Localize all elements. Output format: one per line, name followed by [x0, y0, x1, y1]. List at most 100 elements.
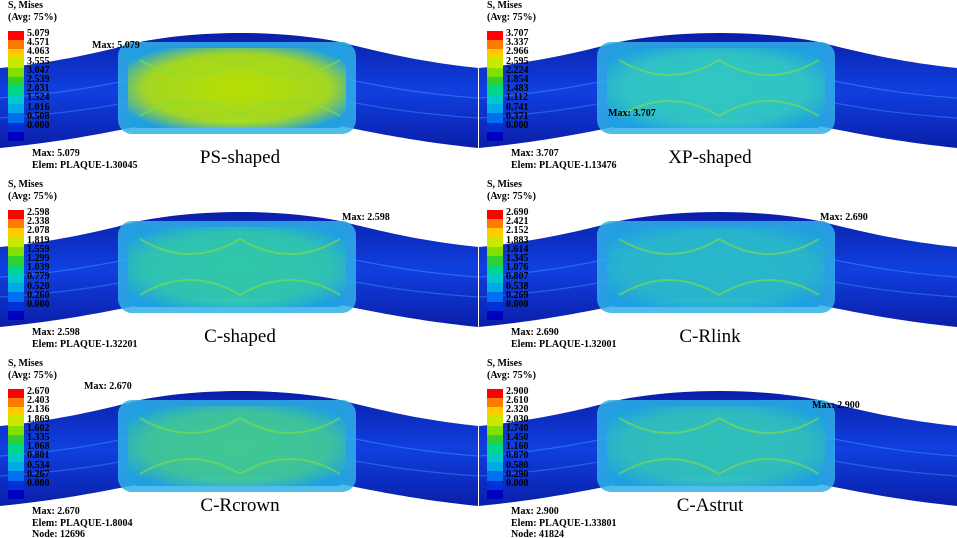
legend-tick-label: 2.690 [506, 207, 529, 218]
legend-tick-label: 2.598 [27, 207, 50, 218]
legend-tick-label: 2.900 [506, 386, 529, 397]
stress-panel: S, Mises (Avg: 75%) 2.598 2.338 2.078 1.819 1.… [0, 179, 478, 358]
legend-tick-label: 1.869 [27, 413, 50, 425]
color-legend: 3.707 3.337 2.966 2.595 2.224 1.854 1.483 1.112… [487, 28, 599, 145]
legend-tick-label: 2.966 [506, 46, 529, 58]
legend-swatch [487, 453, 503, 463]
legend-tick-label: 3.555 [27, 55, 50, 67]
legend-tick-label: 5.079 [27, 28, 50, 39]
legend-swatch [8, 310, 24, 320]
stent-stress-region [128, 227, 346, 307]
legend-swatch [8, 471, 24, 481]
stent-design-name: C-Rlink [679, 326, 741, 347]
info-max: Max: 3.707 [511, 148, 559, 159]
legend-swatch [8, 283, 24, 293]
legend-tick-label: 1.335 [27, 431, 50, 443]
legend-swatch [8, 76, 24, 86]
legend-swatch [8, 398, 24, 408]
max-info: Max: 3.707 Elem: PLAQUE-1.13476 [511, 148, 617, 171]
legend-swatch [8, 122, 24, 132]
legend-title-line1: S, Mises [8, 0, 43, 11]
legend-swatch [487, 407, 503, 417]
legend-tick-label: 0.801 [27, 450, 50, 462]
stent-stress-region [607, 406, 825, 486]
legend-tick-label: 0.779 [27, 271, 50, 283]
legend-tick-label: 3.337 [506, 37, 529, 49]
legend-tick-label: 1.614 [506, 243, 529, 255]
stent-struts [618, 237, 820, 297]
color-legend: 2.900 2.610 2.320 2.030 1.740 1.450 1.160 0.870… [487, 386, 599, 503]
legend-swatch [8, 389, 24, 399]
legend-swatch [487, 471, 503, 481]
legend-swatch [8, 219, 24, 229]
legend-tick-label: 1.483 [506, 83, 529, 95]
legend-tick-label: 1.039 [27, 262, 50, 274]
stent-design-name: C-Rcrown [200, 495, 280, 516]
legend-tick-label: 0.000 [27, 119, 50, 131]
legend-tick-label: 2.421 [506, 216, 529, 228]
legend-color-bar [487, 210, 503, 320]
info-max: Max: 2.598 [32, 327, 80, 338]
legend-tick-label: 1.559 [27, 243, 50, 255]
legend-tick-label: 1.524 [27, 92, 50, 104]
legend-swatch [487, 443, 503, 454]
info-elem: Elem: PLAQUE-1.33801 [511, 517, 617, 529]
legend-title: S, Mises (Avg: 75%) [487, 179, 536, 203]
legend-title-line2: (Avg: 75%) [487, 12, 536, 23]
legend-swatch [487, 104, 503, 114]
legend-title: S, Mises (Avg: 75%) [8, 179, 57, 203]
legend-swatch [8, 67, 24, 77]
legend-swatch [8, 292, 24, 302]
legend-swatch [8, 237, 24, 247]
color-legend: 5.079 4.571 4.063 3.555 3.047 2.539 2.031 1.524… [8, 28, 120, 145]
legend-swatch [487, 228, 503, 238]
legend-tick-label: 4.063 [27, 46, 50, 58]
legend-swatch [8, 228, 24, 238]
legend-swatch [487, 264, 503, 275]
legend-color-bar [8, 210, 24, 320]
legend-swatch [487, 95, 503, 105]
stent-stress-region [607, 227, 825, 307]
legend-title: S, Mises (Avg: 75%) [8, 0, 57, 24]
legend-tick-label: 0.269 [506, 289, 529, 301]
legend-swatch [8, 462, 24, 472]
stent-stress-region [128, 48, 346, 128]
legend-swatch [8, 264, 24, 275]
legend-swatch [8, 31, 24, 41]
legend-tick-label: 0.000 [27, 477, 50, 489]
legend-swatch [487, 122, 503, 132]
legend-title-line1: S, Mises [487, 358, 522, 369]
info-elem: Elem: PLAQUE-1.13476 [511, 159, 617, 171]
legend-tick-label: 0.538 [506, 280, 529, 292]
max-stress-label: Max: 2.670 [84, 381, 132, 392]
legend-swatch [487, 49, 503, 59]
info-max: Max: 5.079 [32, 148, 80, 159]
legend-swatch [8, 58, 24, 68]
info-elem: Elem: PLAQUE-1.8004 [32, 517, 133, 529]
legend-tick-label: 0.508 [27, 110, 50, 122]
legend-swatch [487, 113, 503, 123]
legend-tick-label: 2.152 [506, 225, 529, 237]
legend-tick-label: 0.807 [506, 271, 529, 283]
legend-swatch [8, 434, 24, 444]
legend-tick-label: 0.000 [506, 298, 529, 310]
legend-title-line2: (Avg: 75%) [487, 370, 536, 381]
legend-tick-label: 1.854 [506, 73, 529, 85]
artery-stress-contour [0, 391, 478, 506]
legend-tick-label: 2.030 [506, 413, 529, 425]
legend-tick-label: 0.534 [27, 459, 50, 471]
legend-tick-label: 2.136 [27, 404, 50, 416]
legend-swatch [487, 131, 503, 141]
legend-tick-label: 2.078 [27, 225, 50, 237]
color-legend: 2.670 2.403 2.136 1.869 1.602 1.335 1.068 0.801… [8, 386, 120, 503]
legend-swatch [8, 131, 24, 141]
stent-struts [618, 58, 820, 118]
legend-tick-label: 1.016 [27, 101, 50, 113]
legend-tick-label: 1.068 [27, 441, 50, 453]
legend-tick-label: 0.371 [506, 110, 529, 122]
legend-swatch [8, 95, 24, 105]
legend-swatch [8, 416, 24, 426]
legend-swatch [8, 443, 24, 454]
stress-panel: S, Mises (Avg: 75%) 2.670 2.403 2.136 1.869 1.… [0, 358, 478, 537]
legend-swatch [487, 310, 503, 320]
